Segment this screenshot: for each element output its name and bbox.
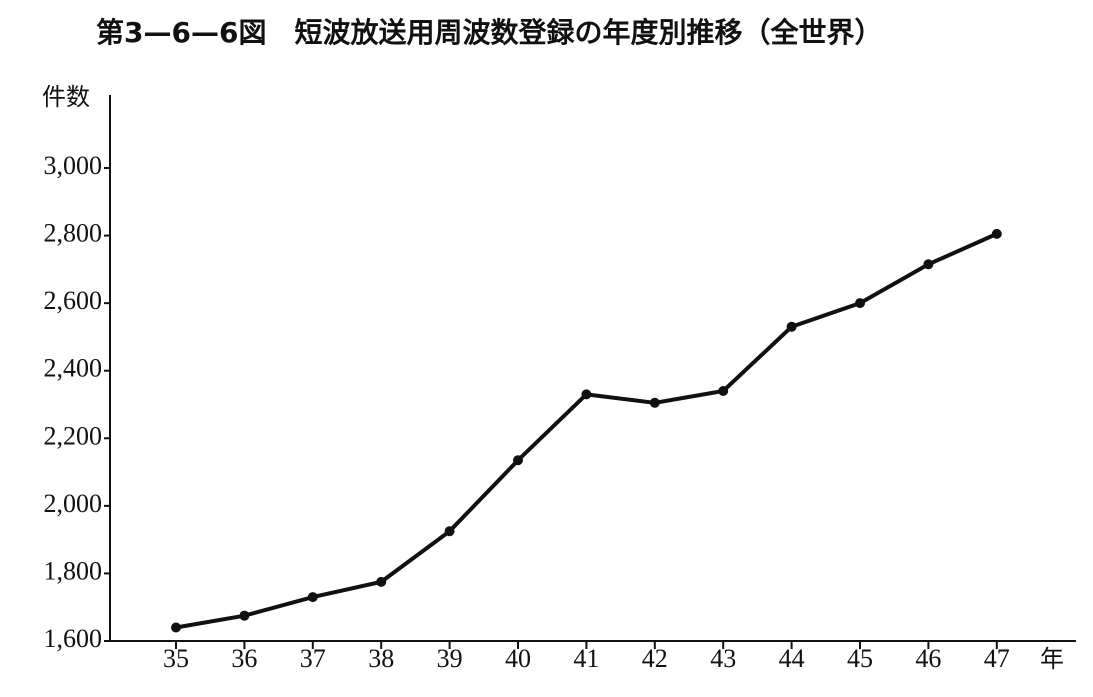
x-tick-label: 38 <box>368 644 394 673</box>
y-tick-label: 2,600 <box>44 286 103 315</box>
x-tick-label: 37 <box>300 644 326 673</box>
line <box>175 232 998 630</box>
y-tick-label: 2,200 <box>44 421 103 450</box>
point <box>581 389 592 400</box>
point <box>855 298 865 309</box>
x-tick-label: 41 <box>573 644 599 673</box>
y-tick-label: 1,800 <box>44 556 103 585</box>
point <box>376 576 387 587</box>
chart-title: 第3—6—6図 短波放送用周波数登録の年度別推移（全世界） <box>96 16 882 49</box>
point <box>718 385 729 396</box>
y-tick-label: 3,000 <box>44 151 103 180</box>
x-tick-label: 39 <box>437 644 463 673</box>
point <box>171 622 181 633</box>
point <box>307 592 318 603</box>
x-tick-label: 43 <box>710 644 736 673</box>
x-axis-label: 年 <box>1040 645 1064 673</box>
point <box>513 455 523 466</box>
y-tick-label: 1,600 <box>44 624 103 653</box>
x-tick-label: 35 <box>163 644 189 673</box>
y-tick-label: 2,800 <box>44 219 103 248</box>
x-tick-label: 44 <box>779 644 805 673</box>
point <box>923 259 934 270</box>
x-tick-label: 40 <box>505 644 531 673</box>
point <box>786 321 797 332</box>
x-tick-label: 42 <box>642 644 668 673</box>
x-tick-label: 47 <box>984 644 1010 673</box>
point <box>239 610 250 621</box>
point <box>444 526 455 537</box>
x-tick-label: 45 <box>847 644 873 673</box>
y-axis-label: 件数 <box>42 83 90 111</box>
y-tick-label: 2,400 <box>44 354 103 383</box>
x-tick-label: 36 <box>231 644 257 673</box>
point <box>991 228 1002 239</box>
point <box>649 397 660 408</box>
y-tick-label: 2,000 <box>44 489 103 518</box>
x-tick-label: 46 <box>915 644 941 673</box>
